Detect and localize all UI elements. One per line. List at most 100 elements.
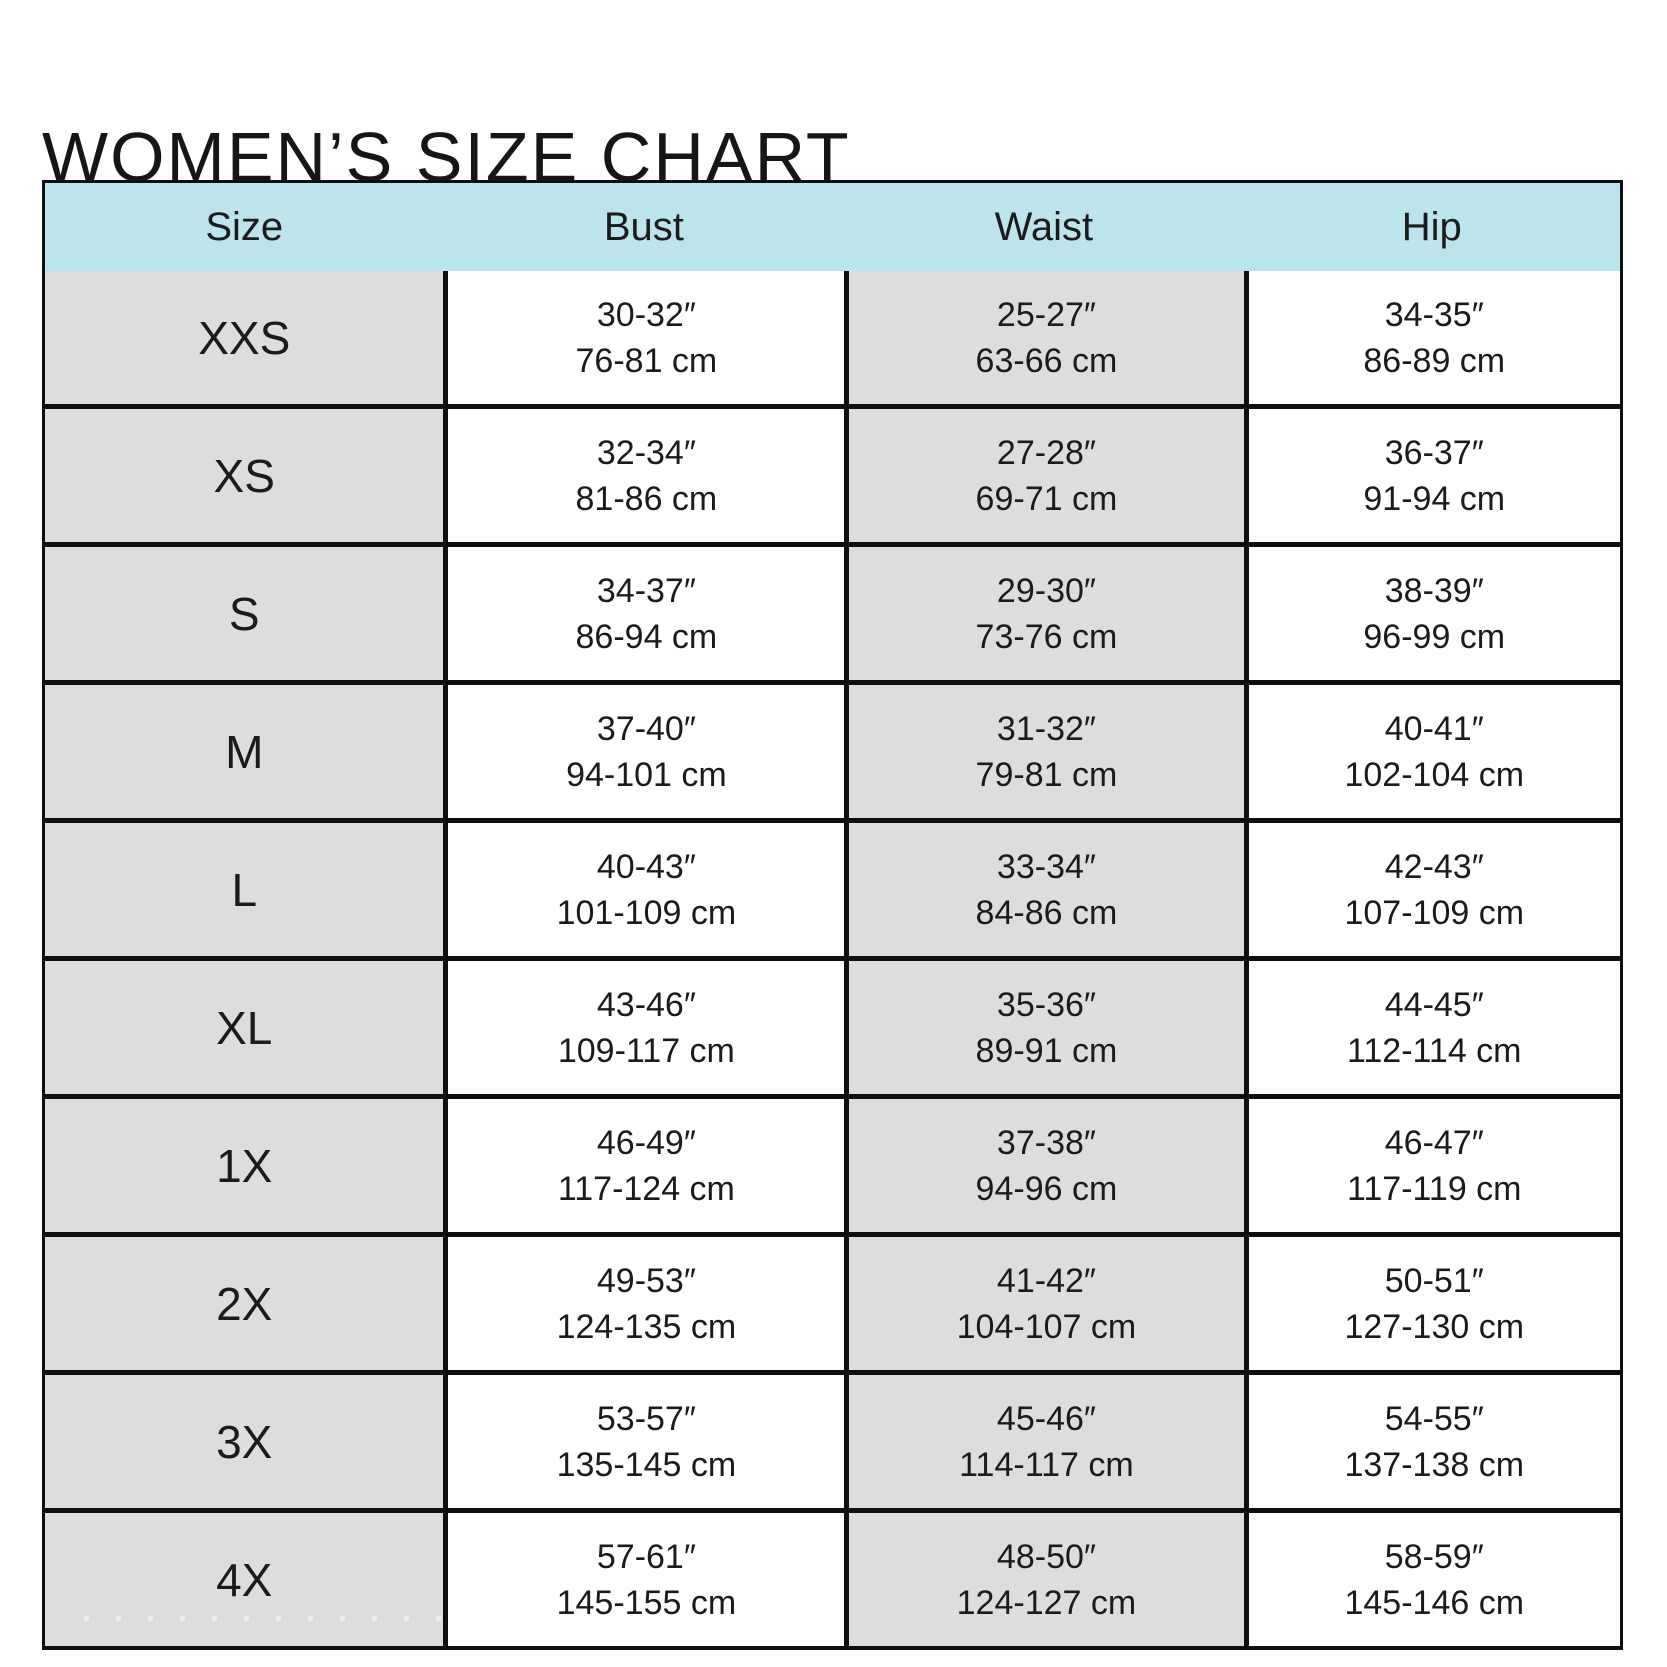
size-cell: 4X bbox=[45, 1513, 444, 1646]
bust-cell: 57-61″ 145-155 cm bbox=[443, 1513, 845, 1646]
column-header-hip: Hip bbox=[1243, 183, 1620, 271]
bust-cm: 135-145 cm bbox=[556, 1445, 737, 1484]
bust-inches: 34-37″ bbox=[596, 571, 696, 610]
hip-cell: 58-59″ 145-146 cm bbox=[1243, 1513, 1620, 1646]
hip-cm: 127-130 cm bbox=[1344, 1307, 1525, 1346]
column-header-waist: Waist bbox=[844, 183, 1244, 271]
bust-inches: 43-46″ bbox=[596, 985, 696, 1024]
hip-cell: 40-41″ 102-104 cm bbox=[1243, 685, 1620, 818]
waist-cm: 69-71 cm bbox=[975, 479, 1118, 518]
size-cell: M bbox=[45, 685, 444, 818]
waist-cell: 37-38″ 94-96 cm bbox=[844, 1099, 1244, 1232]
hip-inches: 36-37″ bbox=[1384, 433, 1484, 472]
size-cell: XS bbox=[45, 409, 444, 542]
hip-inches: 46-47″ bbox=[1384, 1123, 1484, 1162]
waist-cell: 33-34″ 84-86 cm bbox=[844, 823, 1244, 956]
waist-cell: 31-32″ 79-81 cm bbox=[844, 685, 1244, 818]
hip-cm: 91-94 cm bbox=[1363, 479, 1506, 518]
waist-inches: 31-32″ bbox=[996, 709, 1096, 748]
bust-cell: 46-49″ 117-124 cm bbox=[443, 1099, 845, 1232]
hip-inches: 42-43″ bbox=[1384, 847, 1484, 886]
waist-cm: 114-117 cm bbox=[959, 1445, 1134, 1484]
waist-cm: 89-91 cm bbox=[975, 1031, 1118, 1070]
table-row: XL 43-46″ 109-117 cm 35-36″ 89-91 cm 44-… bbox=[45, 956, 1620, 1094]
hip-inches: 38-39″ bbox=[1384, 571, 1484, 610]
waist-cell: 27-28″ 69-71 cm bbox=[844, 409, 1244, 542]
column-header-size: Size bbox=[45, 183, 444, 271]
waist-cm: 73-76 cm bbox=[975, 617, 1118, 656]
waist-inches: 37-38″ bbox=[996, 1123, 1096, 1162]
waist-inches: 35-36″ bbox=[996, 985, 1096, 1024]
size-cell: 3X bbox=[45, 1375, 444, 1508]
bust-cm: 117-124 cm bbox=[557, 1169, 735, 1208]
bust-cell: 30-32″ 76-81 cm bbox=[443, 271, 845, 404]
bust-inches: 46-49″ bbox=[596, 1123, 696, 1162]
size-table: Size Bust Waist Hip XXS 30-32″ 76-81 cm … bbox=[42, 180, 1623, 1650]
bust-cell: 37-40″ 94-101 cm bbox=[443, 685, 845, 818]
hip-inches: 34-35″ bbox=[1384, 295, 1484, 334]
waist-cm: 124-127 cm bbox=[956, 1583, 1137, 1622]
bust-cm: 109-117 cm bbox=[557, 1031, 735, 1070]
hip-inches: 58-59″ bbox=[1384, 1537, 1484, 1576]
bust-cell: 49-53″ 124-135 cm bbox=[443, 1237, 845, 1370]
table-row: 1X 46-49″ 117-124 cm 37-38″ 94-96 cm 46-… bbox=[45, 1094, 1620, 1232]
bust-cell: 43-46″ 109-117 cm bbox=[443, 961, 845, 1094]
bust-inches: 53-57″ bbox=[596, 1399, 696, 1438]
waist-cell: 35-36″ 89-91 cm bbox=[844, 961, 1244, 1094]
table-row: XXS 30-32″ 76-81 cm 25-27″ 63-66 cm 34-3… bbox=[45, 271, 1620, 404]
table-row: 2X 49-53″ 124-135 cm 41-42″ 104-107 cm 5… bbox=[45, 1232, 1620, 1370]
bust-cm: 145-155 cm bbox=[556, 1583, 737, 1622]
hip-cm: 86-89 cm bbox=[1363, 341, 1506, 380]
waist-cm: 79-81 cm bbox=[975, 755, 1118, 794]
size-cell: L bbox=[45, 823, 444, 956]
waist-cm: 63-66 cm bbox=[975, 341, 1118, 380]
hip-cell: 44-45″ 112-114 cm bbox=[1243, 961, 1620, 1094]
waist-inches: 25-27″ bbox=[996, 295, 1096, 334]
hip-inches: 44-45″ bbox=[1384, 985, 1484, 1024]
bust-cell: 34-37″ 86-94 cm bbox=[443, 547, 845, 680]
waist-inches: 48-50″ bbox=[996, 1537, 1096, 1576]
bust-inches: 37-40″ bbox=[596, 709, 696, 748]
hip-cm: 145-146 cm bbox=[1344, 1583, 1525, 1622]
waist-cell: 25-27″ 63-66 cm bbox=[844, 271, 1244, 404]
waist-inches: 45-46″ bbox=[996, 1399, 1096, 1438]
table-row: 4X 57-61″ 145-155 cm 48-50″ 124-127 cm 5… bbox=[45, 1508, 1620, 1646]
table-row: M 37-40″ 94-101 cm 31-32″ 79-81 cm 40-41… bbox=[45, 680, 1620, 818]
size-cell: S bbox=[45, 547, 444, 680]
waist-cm: 104-107 cm bbox=[956, 1307, 1137, 1346]
hip-cm: 102-104 cm bbox=[1344, 755, 1525, 794]
bust-cm: 81-86 cm bbox=[575, 479, 718, 518]
waist-inches: 29-30″ bbox=[996, 571, 1096, 610]
hip-cell: 34-35″ 86-89 cm bbox=[1243, 271, 1620, 404]
table-row: L 40-43″ 101-109 cm 33-34″ 84-86 cm 42-4… bbox=[45, 818, 1620, 956]
hip-cell: 42-43″ 107-109 cm bbox=[1243, 823, 1620, 956]
hip-cm: 96-99 cm bbox=[1363, 617, 1506, 656]
hip-inches: 40-41″ bbox=[1384, 709, 1484, 748]
table-row: XS 32-34″ 81-86 cm 27-28″ 69-71 cm 36-37… bbox=[45, 404, 1620, 542]
waist-cm: 94-96 cm bbox=[975, 1169, 1118, 1208]
bust-inches: 32-34″ bbox=[596, 433, 696, 472]
hip-inches: 50-51″ bbox=[1384, 1261, 1484, 1300]
size-cell: XXS bbox=[45, 271, 444, 404]
hip-cm: 137-138 cm bbox=[1344, 1445, 1525, 1484]
bust-inches: 40-43″ bbox=[596, 847, 696, 886]
table-row: S 34-37″ 86-94 cm 29-30″ 73-76 cm 38-39″… bbox=[45, 542, 1620, 680]
bust-cm: 94-101 cm bbox=[566, 755, 727, 794]
waist-inches: 33-34″ bbox=[996, 847, 1096, 886]
dotted-artifact-row bbox=[84, 1616, 468, 1621]
waist-cm: 84-86 cm bbox=[975, 893, 1118, 932]
waist-cell: 29-30″ 73-76 cm bbox=[844, 547, 1244, 680]
waist-cell: 45-46″ 114-117 cm bbox=[844, 1375, 1244, 1508]
bust-cm: 101-109 cm bbox=[556, 893, 737, 932]
waist-cell: 41-42″ 104-107 cm bbox=[844, 1237, 1244, 1370]
waist-inches: 41-42″ bbox=[996, 1261, 1096, 1300]
waist-inches: 27-28″ bbox=[996, 433, 1096, 472]
bust-inches: 30-32″ bbox=[596, 295, 696, 334]
hip-inches: 54-55″ bbox=[1384, 1399, 1484, 1438]
size-cell: 2X bbox=[45, 1237, 444, 1370]
hip-cm: 112-114 cm bbox=[1347, 1031, 1522, 1070]
hip-cell: 36-37″ 91-94 cm bbox=[1243, 409, 1620, 542]
hip-cm: 117-119 cm bbox=[1347, 1169, 1522, 1208]
hip-cell: 46-47″ 117-119 cm bbox=[1243, 1099, 1620, 1232]
